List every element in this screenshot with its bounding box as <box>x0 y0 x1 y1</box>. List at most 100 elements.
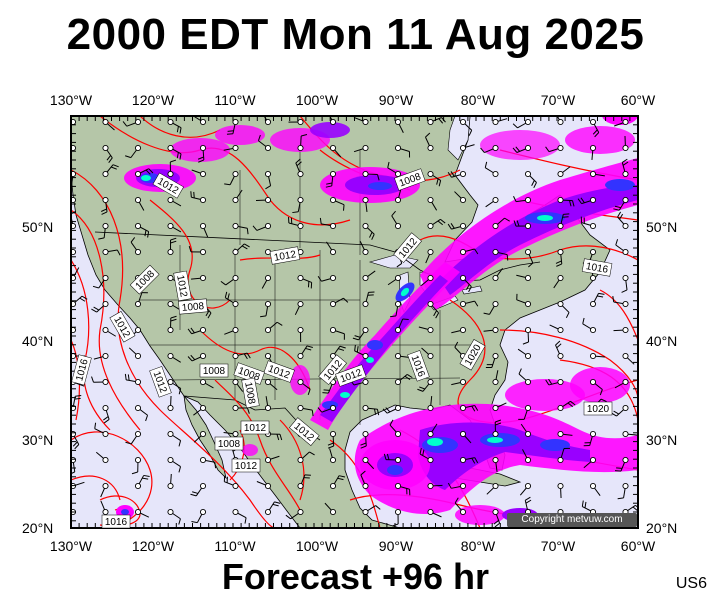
station-marker <box>557 274 564 282</box>
station-marker <box>329 118 337 126</box>
wind-barb-feather <box>93 306 100 311</box>
station-marker <box>199 352 207 360</box>
station-marker <box>297 144 304 152</box>
station-marker <box>232 196 239 204</box>
wind-barb-feather <box>480 147 485 153</box>
station-marker <box>394 300 402 308</box>
station-marker <box>492 274 499 282</box>
station-marker <box>199 248 207 256</box>
station-marker <box>524 248 532 256</box>
wind-barb-feather <box>525 499 532 504</box>
wind-barb-feather <box>59 117 61 123</box>
station-marker <box>134 248 142 256</box>
station-marker <box>134 456 142 464</box>
station-marker <box>524 300 532 308</box>
station-marker <box>394 274 402 282</box>
wind-barb-feather <box>94 422 97 429</box>
station-marker <box>362 170 369 178</box>
wind-barb-feather <box>555 260 562 264</box>
station-marker <box>102 352 109 360</box>
wind-barb-feather <box>597 295 604 298</box>
lat-label-right: 50°N <box>646 219 678 235</box>
station-marker <box>199 430 207 438</box>
station-marker <box>134 430 142 438</box>
station-marker <box>199 456 207 464</box>
station-marker <box>427 508 434 516</box>
station-marker <box>459 170 467 178</box>
station-marker <box>524 352 532 360</box>
station-marker <box>622 300 629 308</box>
station-marker <box>589 404 597 412</box>
wind-barb-feather <box>506 254 509 261</box>
station-marker <box>362 430 369 438</box>
station-marker <box>232 274 239 282</box>
lon-label-bottom: 110°W <box>214 538 256 554</box>
station-marker <box>427 196 434 204</box>
station-marker <box>297 508 304 516</box>
wind-barb-feather <box>339 345 346 349</box>
station-marker <box>427 352 434 360</box>
lon-label-top: 120°W <box>131 92 175 108</box>
lon-label-top: 60°W <box>620 92 656 108</box>
wind-barb-feather <box>327 445 334 449</box>
wind-barb-feather <box>191 521 198 524</box>
station-marker <box>329 248 337 256</box>
station-marker <box>199 404 207 412</box>
wind-barb-feather <box>494 522 500 528</box>
station-marker <box>199 274 207 282</box>
wind-barb-feather <box>447 482 452 489</box>
station-marker <box>102 170 109 178</box>
station-marker <box>589 196 597 204</box>
station-marker <box>102 456 109 464</box>
wind-barb-feather <box>433 310 438 317</box>
wind-barb-feather <box>124 155 132 159</box>
wind-barb-feather <box>131 471 138 475</box>
station-marker <box>167 248 174 256</box>
station-marker <box>232 144 239 152</box>
station-marker <box>524 222 532 230</box>
lon-label-bottom: 80°W <box>460 538 496 554</box>
station-marker <box>524 378 532 386</box>
station-marker <box>167 326 174 334</box>
wind-barb-feather <box>265 185 271 190</box>
station-marker <box>524 482 532 490</box>
wind-barb-feather <box>396 263 402 268</box>
wind-barb-feather <box>124 373 127 380</box>
station-marker <box>297 456 304 464</box>
station-marker <box>394 222 402 230</box>
station-marker <box>362 144 369 152</box>
wind-barb-feather <box>369 231 373 238</box>
wind-barb-feather <box>179 153 182 160</box>
wind-barb-feather <box>622 161 629 166</box>
station-marker <box>297 326 304 334</box>
wind-barb-feather <box>437 220 444 226</box>
wind-barb-feather <box>352 337 359 341</box>
station-marker <box>524 118 532 126</box>
station-marker <box>264 352 272 360</box>
wind-barb-feather <box>515 146 521 152</box>
station-marker <box>622 144 629 152</box>
station-marker <box>167 404 174 412</box>
station-marker <box>524 456 532 464</box>
wind-barb-feather <box>572 200 575 207</box>
wind-barb-feather <box>319 217 322 224</box>
station-marker <box>394 456 402 464</box>
wind-barb-feather <box>122 121 128 127</box>
wind-barb-feather <box>484 161 488 168</box>
station-marker <box>329 404 337 412</box>
wind-barb-feather <box>100 208 107 212</box>
station-marker <box>427 274 434 282</box>
wind-barb-feather <box>612 295 615 303</box>
station-marker <box>329 482 337 490</box>
lat-label-right: 30°N <box>646 432 678 448</box>
station-marker <box>102 404 109 412</box>
wind-barb-feather <box>147 231 150 238</box>
station-marker <box>557 430 564 438</box>
station-marker <box>427 326 434 334</box>
wind-barb-feather <box>454 497 459 504</box>
station-marker <box>297 300 304 308</box>
station-marker <box>557 222 564 230</box>
station-marker <box>362 300 369 308</box>
station-marker <box>134 352 142 360</box>
wind-barb-feather <box>187 356 193 362</box>
